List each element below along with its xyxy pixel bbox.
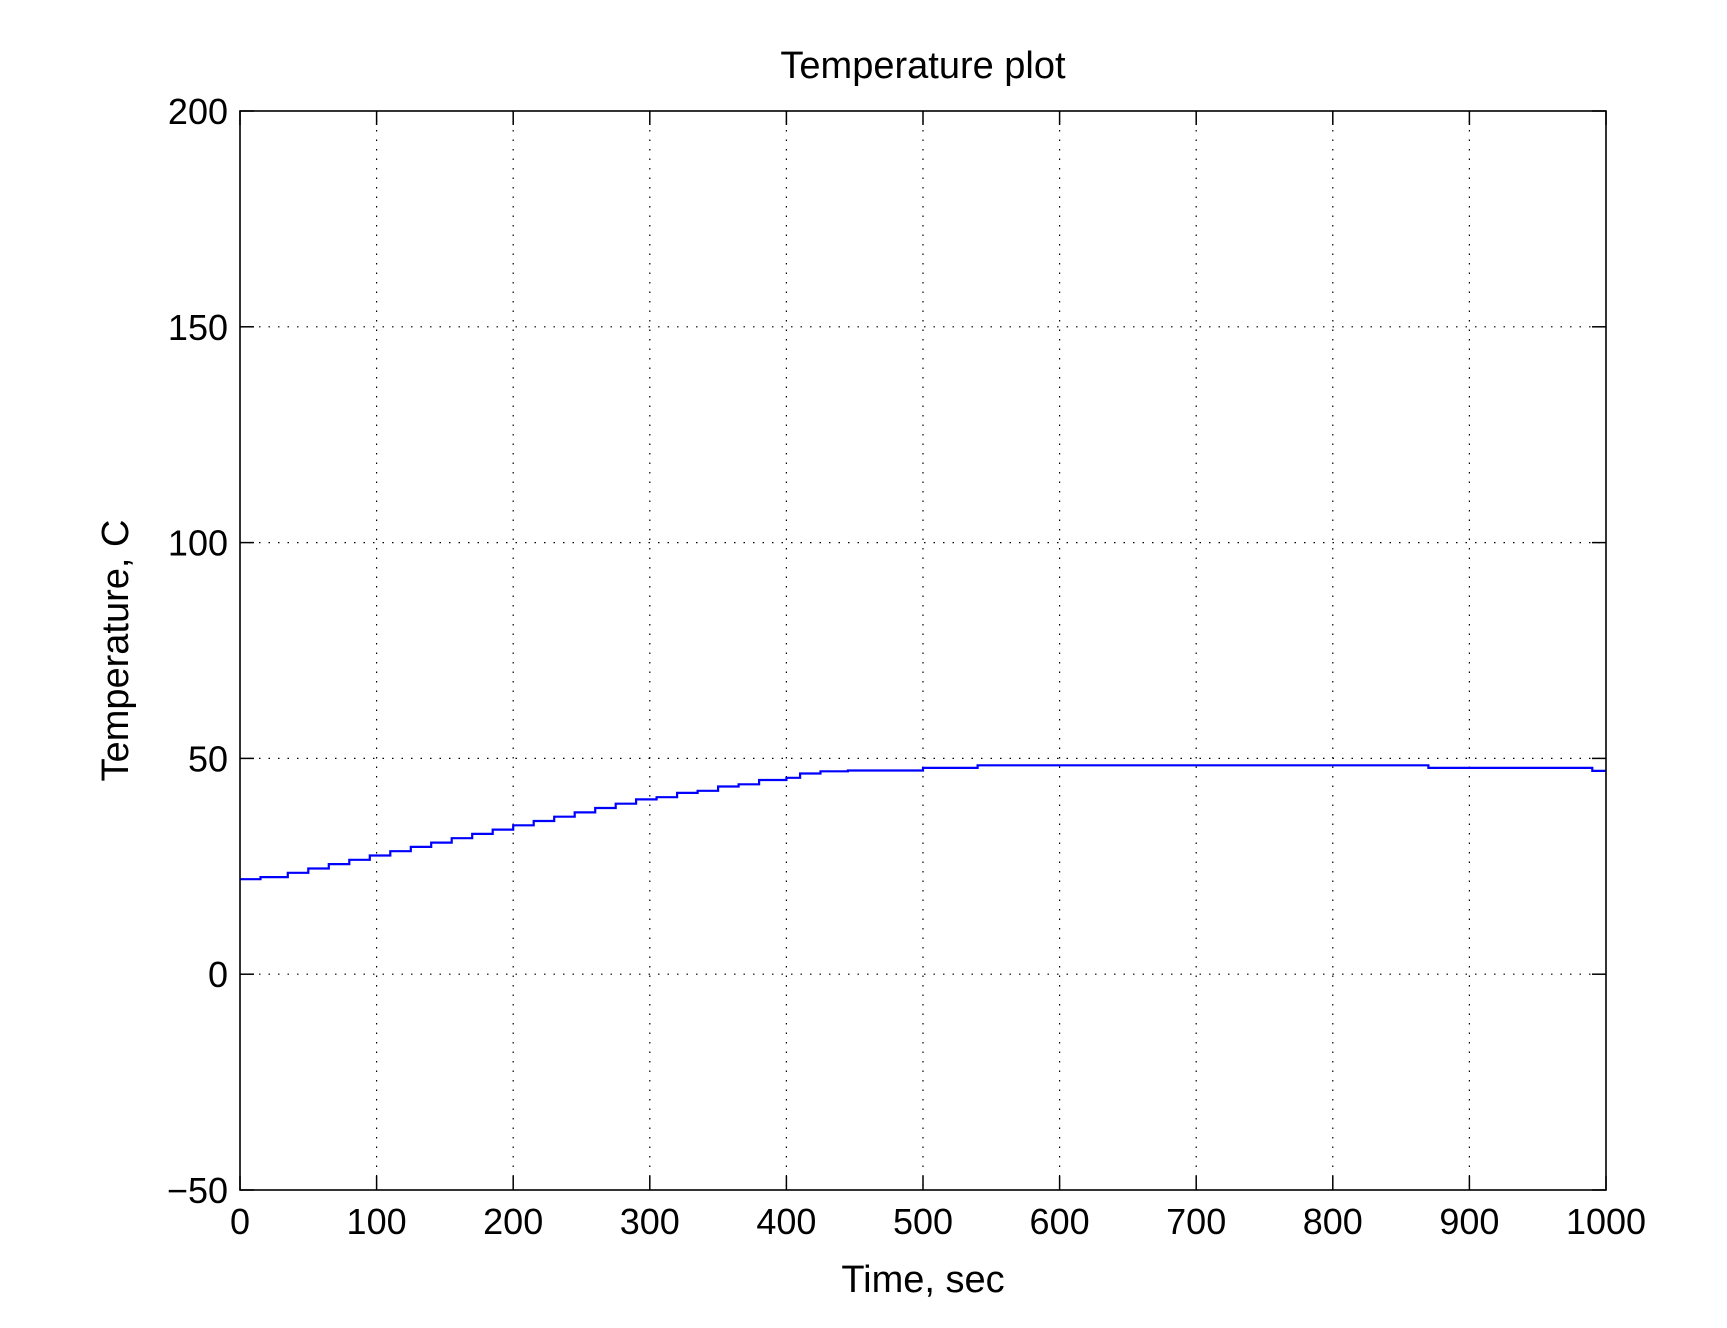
temperature-line (240, 764, 1606, 881)
x-tick-label: 400 (756, 1201, 816, 1242)
grid-lines (240, 111, 1606, 1190)
x-axis-label: Time, sec (841, 1259, 1004, 1301)
x-tick-label: 800 (1303, 1201, 1363, 1242)
x-tick-label: 500 (893, 1201, 953, 1242)
y-tick-label: −50 (167, 1170, 228, 1211)
y-tick-label: 100 (168, 523, 228, 564)
series-layer (240, 764, 1606, 881)
x-axis-tick-labels: 0 100 200 300 400 500 600 700 800 900 1000 (230, 1201, 1646, 1242)
x-tick-label: 1000 (1566, 1201, 1646, 1242)
y-tick-label: 150 (168, 307, 228, 348)
x-tick-label: 100 (347, 1201, 407, 1242)
axis-ticks (239, 110, 1607, 1191)
y-tick-label: 200 (168, 91, 228, 132)
chart-title: Temperature plot (780, 45, 1066, 87)
x-tick-label: 700 (1166, 1201, 1226, 1242)
y-tick-label: 0 (208, 954, 228, 995)
y-tick-label: 50 (188, 738, 228, 779)
x-tick-label: 200 (483, 1201, 543, 1242)
y-axis-label: Temperature, C (95, 520, 137, 782)
x-tick-label: 0 (230, 1201, 250, 1242)
x-tick-label: 600 (1030, 1201, 1090, 1242)
x-tick-label: 900 (1439, 1201, 1499, 1242)
x-tick-label: 300 (620, 1201, 680, 1242)
y-axis-tick-labels: −50 0 50 100 150 200 (167, 91, 228, 1211)
